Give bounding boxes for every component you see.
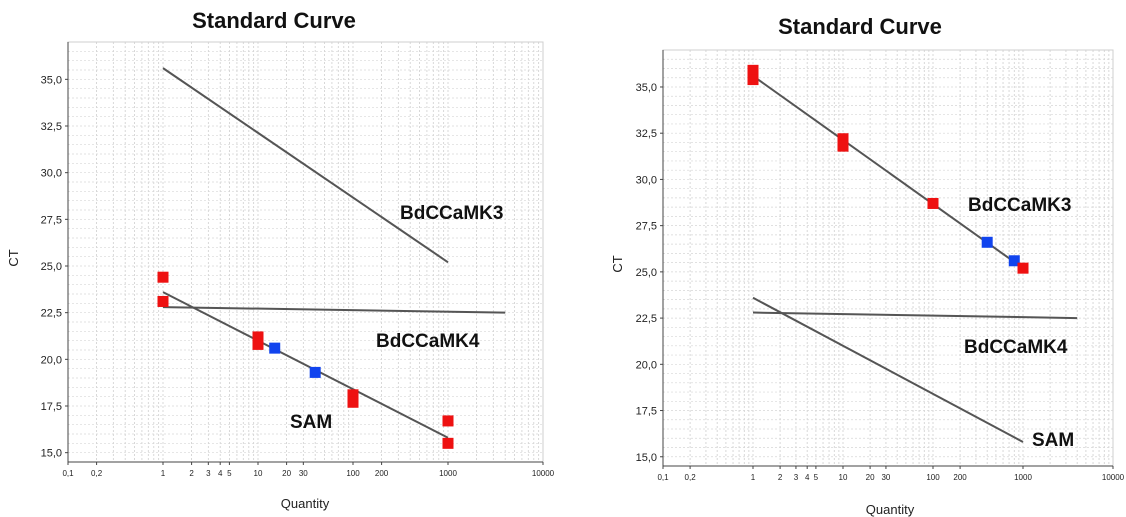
- data-point: [837, 133, 849, 145]
- x-tick-label: 3: [206, 469, 211, 478]
- x-tick-label: 30: [881, 473, 890, 482]
- y-tick-label: 22,5: [636, 313, 657, 325]
- y-tick-label: 20,0: [41, 354, 62, 366]
- y-tick-label: 22,5: [41, 308, 62, 320]
- regression-line-sam: [752, 296, 1024, 443]
- x-tick-label: 200: [375, 469, 389, 478]
- x-tick-label: 20: [866, 473, 875, 482]
- data-point: [747, 64, 759, 76]
- data-point: [347, 396, 359, 408]
- series-label-bdccamk4: BdCCaMK4: [376, 331, 480, 352]
- y-tick-label: 30,0: [41, 168, 62, 180]
- series-label-sam: SAM: [290, 412, 332, 433]
- data-point: [252, 338, 264, 350]
- y-tick-label: 30,0: [636, 174, 657, 186]
- x-tick-label: 0,2: [685, 473, 697, 482]
- y-tick-label: 32,5: [41, 121, 62, 133]
- grid: [68, 42, 543, 462]
- y-tick-label: 35,0: [41, 74, 62, 86]
- x-tick-label: 20: [282, 469, 291, 478]
- x-tick-label: 0,1: [657, 473, 669, 482]
- x-tick-label: 1000: [439, 469, 457, 478]
- y-tick-label: 20,0: [636, 359, 657, 371]
- data-point: [157, 271, 169, 283]
- x-tick-label: 10000: [1102, 473, 1125, 482]
- regression-line-sam: [162, 291, 449, 439]
- data-point: [347, 389, 359, 401]
- x-tick-label: 10: [839, 473, 848, 482]
- data-point: [442, 437, 454, 449]
- y-tick-label: 15,0: [636, 452, 657, 464]
- data-point: [309, 366, 321, 378]
- x-tick-label: 1000: [1014, 473, 1032, 482]
- x-tick-label: 10: [254, 469, 263, 478]
- data-point: [269, 342, 281, 354]
- y-axis-label: CT: [6, 249, 21, 266]
- chart-panel-1: 0,1 0,2 1 2 3 4 5 10 20 30 100 200 1000 10000 15,0 17,5…: [6, 8, 555, 511]
- x-tick-label: 4: [218, 469, 223, 478]
- y-tick-label: 17,5: [636, 406, 657, 418]
- data-point: [981, 236, 993, 248]
- x-tick-label: 10000: [532, 469, 555, 478]
- data-point: [252, 331, 264, 343]
- data-point: [442, 415, 454, 427]
- data-point: [927, 197, 939, 209]
- x-tick-label: 100: [346, 469, 360, 478]
- series-label-bdccamk3: BdCCaMK3: [400, 203, 503, 224]
- y-tick-label: 25,0: [41, 261, 62, 273]
- x-tick-label: 1: [751, 473, 756, 482]
- x-tick-label: 0,2: [91, 469, 103, 478]
- data-point: [837, 140, 849, 152]
- y-tick-label: 17,5: [41, 401, 62, 413]
- y-tick-label: 35,0: [636, 82, 657, 94]
- series-label-bdccamk3: BdCCaMK3: [968, 195, 1071, 216]
- x-tick-label: 30: [299, 469, 308, 478]
- chart-title: Standard Curve: [192, 8, 356, 33]
- y-tick-label: 27,5: [636, 221, 657, 233]
- data-point: [1008, 255, 1020, 267]
- regression-line-bdccamk3: [162, 67, 449, 264]
- chart-panel-2: 0,1 0,2 1 2 3 4 5 10 20 30 100 200 1000 10000 15,0 17,5…: [610, 14, 1125, 517]
- x-tick-label: 5: [227, 469, 232, 478]
- regression-line-bdccamk3: [752, 75, 1024, 269]
- data-point: [747, 74, 759, 86]
- series-label-sam: SAM: [1032, 430, 1074, 451]
- x-tick-label: 0,1: [62, 469, 74, 478]
- x-tick-label: 4: [805, 473, 810, 482]
- plot-area: [662, 49, 1114, 467]
- x-tick-label: 2: [778, 473, 783, 482]
- y-tick-label: 32,5: [636, 128, 657, 140]
- data-point: [157, 295, 169, 307]
- x-tick-label: 1: [161, 469, 166, 478]
- y-tick-label: 15,0: [41, 448, 62, 460]
- y-tick-label: 27,5: [41, 214, 62, 226]
- x-axis-label: Quantity: [866, 502, 915, 517]
- series-label-bdccamk4: BdCCaMK4: [964, 337, 1068, 358]
- x-axis-label: Quantity: [281, 496, 330, 511]
- data-point: [1017, 262, 1029, 274]
- chart-title: Standard Curve: [778, 14, 942, 39]
- x-tick-label: 3: [794, 473, 799, 482]
- y-tick-label: 25,0: [636, 267, 657, 279]
- x-tick-label: 2: [189, 469, 194, 478]
- x-tick-label: 100: [926, 473, 940, 482]
- x-tick-label: 200: [953, 473, 967, 482]
- regression-line-bdccamk4: [162, 306, 506, 314]
- y-axis-label: CT: [610, 255, 625, 272]
- x-tick-label: 5: [814, 473, 819, 482]
- plot-area: [67, 41, 544, 463]
- grid: [663, 50, 1113, 466]
- regression-line-bdccamk4: [752, 311, 1078, 320]
